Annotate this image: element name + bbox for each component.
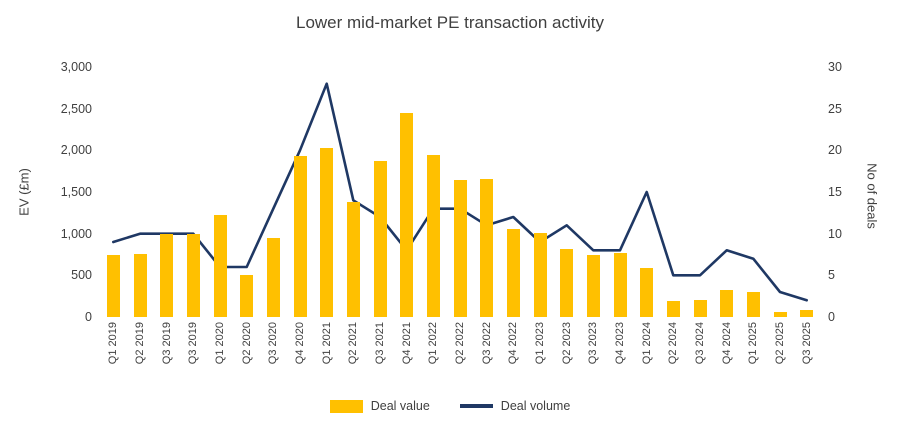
bar-deal-value [133,253,147,317]
legend-item-deal-volume: Deal volume [459,399,571,413]
x-axis-label: Q2 2024 [667,322,680,365]
right-axis-title: No of deals [864,163,880,229]
x-axis-label: Q3 2023 [587,322,600,365]
bar-deal-value [320,147,334,317]
x-axis-label: Q3 2019 [187,322,200,365]
left-axis-title: EV (£m) [16,168,32,216]
x-axis-label: Q2 2025 [774,322,786,365]
x-axis-label: Q1 2021 [320,322,333,365]
left-axis-tick: 2,500 [60,101,92,116]
bar-deal-value [533,232,547,317]
x-axis-label: Q3 2019 [160,322,173,365]
x-axis-label: Q2 2020 [240,322,253,365]
bar-deal-value [106,254,120,317]
bar-deal-value [613,252,627,317]
x-axis-label: Q1 2025 [747,322,760,365]
x-axis-label: Q1 2024 [640,322,653,365]
bar-deal-value [773,312,787,317]
x-axis-label: Q1 2023 [534,322,546,365]
x-axis-label: Q2 2021 [347,322,360,365]
x-axis-label: Q2 2022 [454,322,466,365]
legend: Deal value Deal volume [0,399,900,413]
left-axis-tick: 500 [71,268,92,283]
x-axis-label: Q4 2023 [614,322,626,365]
x-axis-label: Q2 2019 [134,322,146,365]
bar-deal-value [560,249,574,317]
left-axis-tick: 3,000 [60,60,92,74]
bar-deal-value [693,299,707,317]
bar-deal-value [186,233,200,317]
bar-deal-value [373,161,387,317]
right-axis-tick: 0 [828,310,835,324]
bar-deal-value [400,112,414,317]
x-axis-label: Q3 2020 [267,322,280,365]
bar-deal-value [213,215,227,317]
left-axis-tick: 1,500 [60,185,92,199]
right-axis-tick: 20 [828,143,842,158]
bar-deal-value [293,156,307,317]
left-axis-tick: 1,000 [60,226,92,241]
x-axis-label: Q1 2022 [427,322,440,365]
bar-deal-value [240,275,254,317]
bar-deal-value [266,237,280,317]
x-axis-label: Q4 2024 [720,322,733,365]
x-axis-label: Q1 2020 [214,322,226,365]
bar-deal-value [800,309,814,317]
right-axis-tick: 15 [828,185,842,199]
x-axis-label: Q3 2024 [694,322,706,365]
bar-deal-value [453,180,467,317]
bar-deal-value [720,289,734,317]
legend-label-deal-value: Deal value [370,399,430,413]
bar-deal-value [480,178,494,317]
right-axis-tick: 10 [828,226,842,241]
bar-deal-value [506,228,520,317]
x-axis-label: Q3 2021 [374,322,386,365]
chart-title: Lower mid-market PE transaction activity [296,13,604,32]
bar-deal-value [586,254,600,317]
x-axis-label: Q3 2022 [480,322,493,365]
bar-deal-value [426,154,440,317]
x-axis-label: Q3 2025 [800,322,813,365]
x-axis-label: Q1 2019 [107,322,120,365]
legend-item-deal-value: Deal value [329,399,430,413]
bar-deal-value [346,202,360,317]
bar-deal-value [746,292,760,317]
x-axis-label: Q4 2020 [294,322,306,365]
bar-deal-value [160,233,174,317]
right-axis-tick: 25 [828,101,842,116]
right-axis-tick: 30 [828,60,842,74]
x-axis-label: Q4 2022 [507,322,520,365]
x-axis-label: Q2 2023 [560,322,573,365]
legend-label-deal-volume: Deal volume [500,399,571,413]
right-axis-tick: 5 [828,268,835,283]
legend-swatch-deal-value [329,399,363,413]
left-axis-tick: 2,000 [60,143,92,158]
bar-deal-value [666,301,680,317]
left-axis-tick: 0 [85,310,92,324]
bar-deal-value [640,267,654,317]
x-axis-label: Q4 2021 [400,322,413,365]
plot-area [100,67,820,317]
legend-swatch-deal-volume [459,404,493,408]
